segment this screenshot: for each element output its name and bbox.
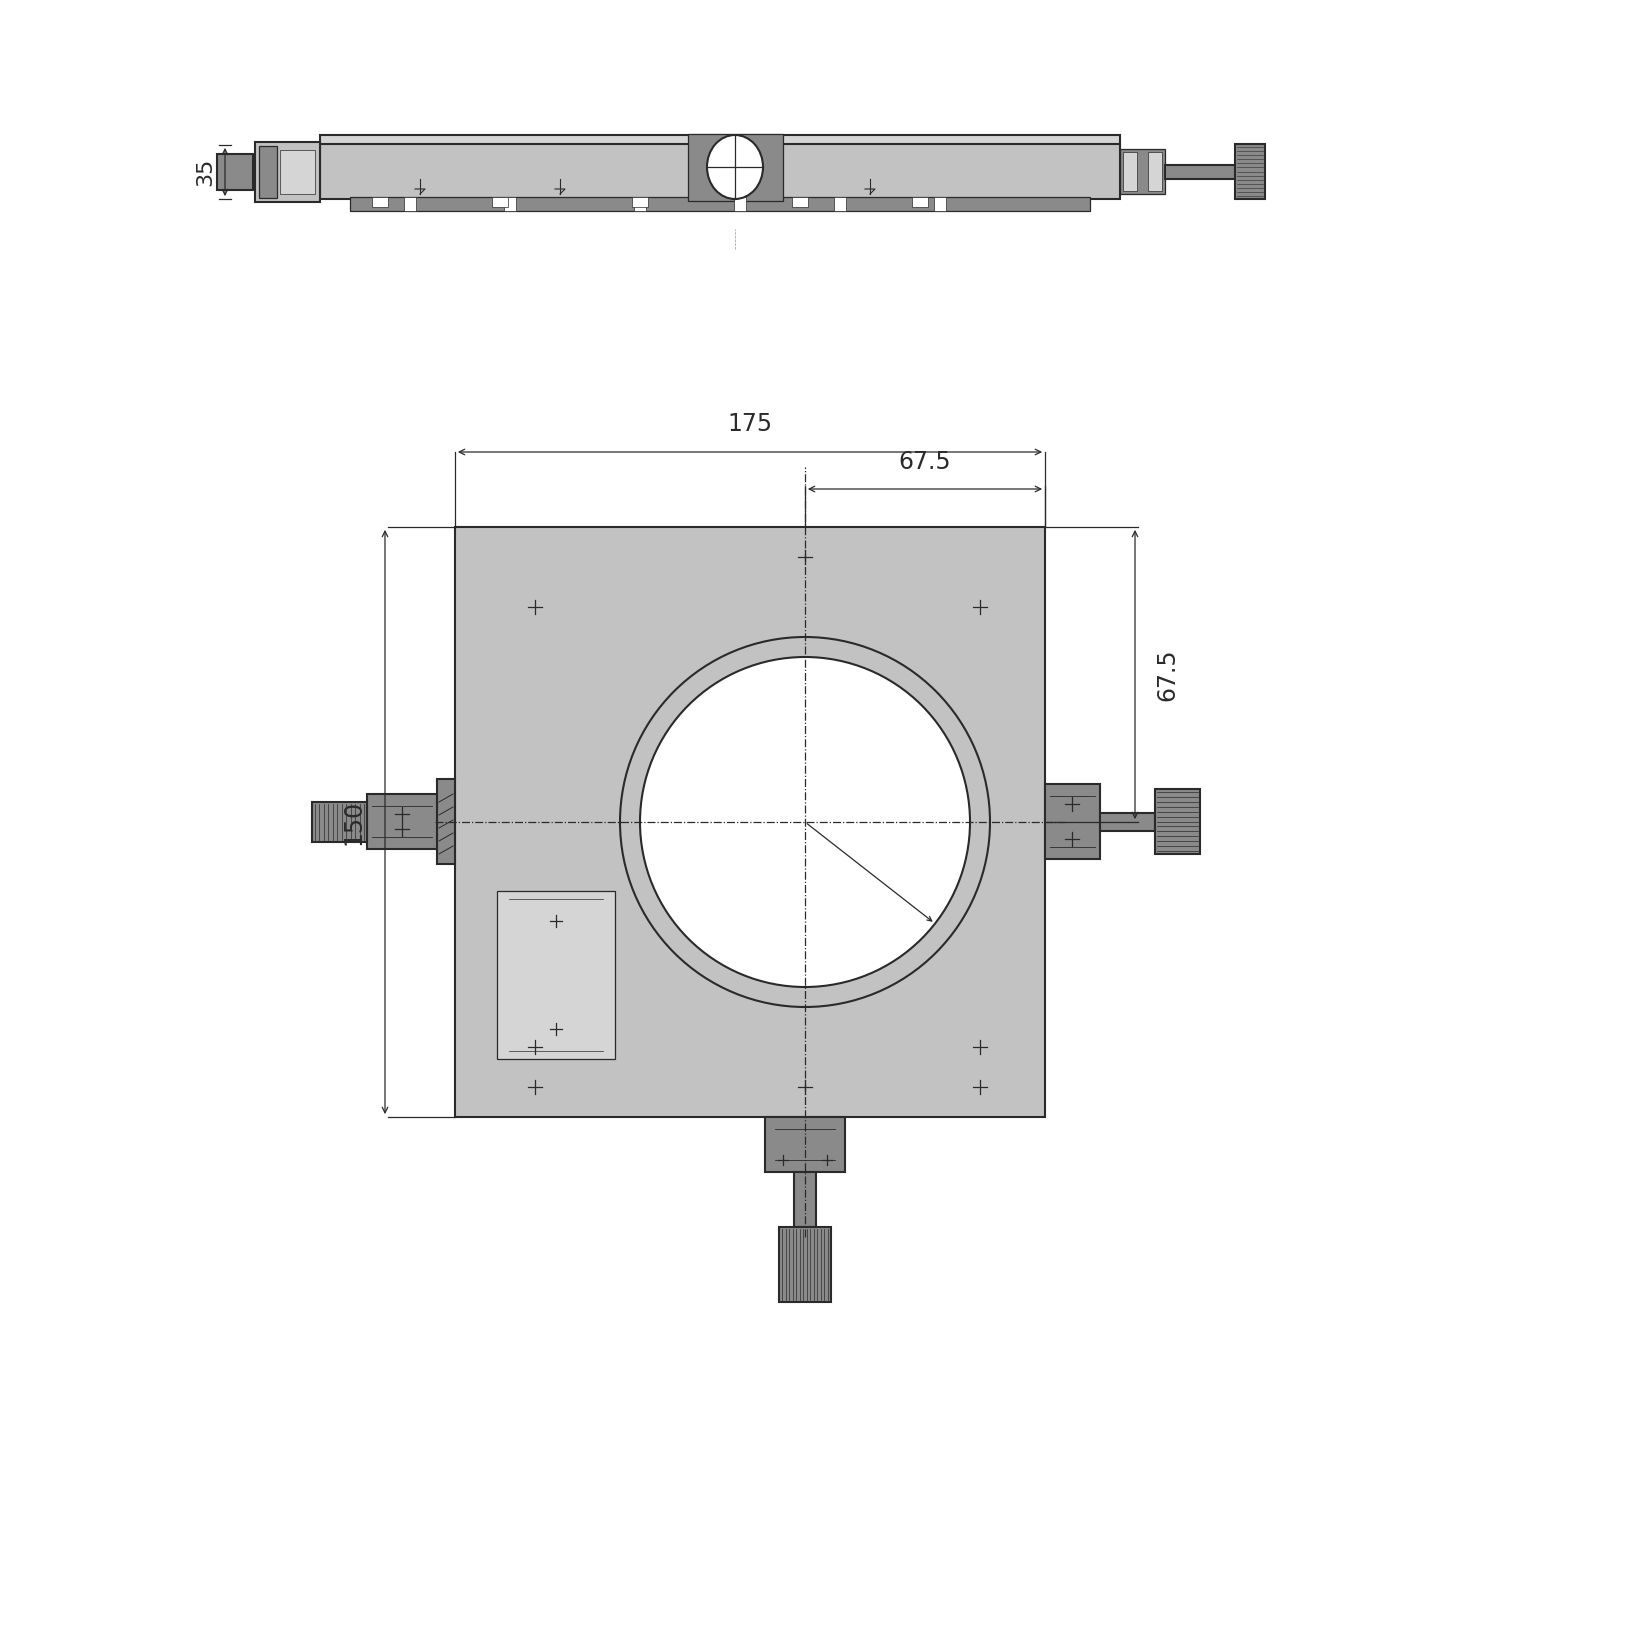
Bar [1100,813,1155,831]
Bar [497,890,615,1059]
Text: 150: 150 [340,800,365,844]
Bar [254,142,320,202]
Bar [1123,152,1137,192]
Ellipse shape [707,135,763,198]
Bar [633,197,648,206]
Bar [454,527,1046,1117]
Bar [765,1117,846,1171]
Bar [1165,165,1236,178]
Bar [1148,152,1161,192]
Bar [1236,144,1265,198]
Bar [492,197,509,206]
Bar [795,1171,816,1227]
Bar [372,197,388,206]
Bar [279,150,316,193]
Text: Ø 100: Ø 100 [834,851,902,871]
Circle shape [620,638,990,1008]
Bar [780,1227,831,1302]
Circle shape [639,657,970,986]
Text: 67.5: 67.5 [1155,648,1180,700]
Bar [634,197,646,211]
Bar [367,795,438,849]
Bar [1046,785,1100,859]
Bar [912,197,928,206]
Bar [1155,790,1199,854]
Text: 175: 175 [727,411,773,436]
Bar [405,197,416,211]
Bar [259,145,278,198]
Bar [320,135,1120,145]
Text: 35: 35 [195,159,215,187]
Bar [1120,149,1165,193]
Bar [312,801,367,843]
Bar [216,154,253,190]
Bar [504,197,515,211]
Bar [687,134,783,202]
Bar [791,197,808,206]
Bar [320,144,1120,198]
Bar [834,197,846,211]
Text: 67.5: 67.5 [899,449,952,474]
Bar [733,197,747,211]
Bar [933,197,947,211]
Bar [438,780,454,864]
Bar [350,197,1090,211]
